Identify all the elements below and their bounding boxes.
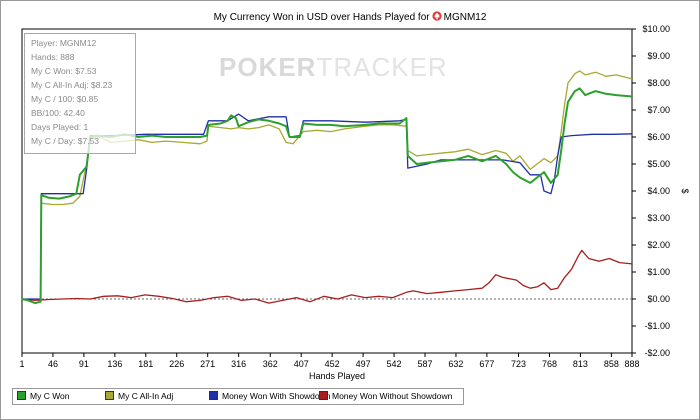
y-tick-label: $9.00 — [647, 51, 670, 61]
x-tick-label: 497 — [356, 359, 371, 369]
legend-swatch — [105, 391, 114, 400]
x-tick-label: 723 — [511, 359, 526, 369]
y-tick-label: $4.00 — [647, 186, 670, 196]
legend-item: My C Won — [17, 391, 70, 401]
legend-label: Money Won Without Showdown — [332, 391, 453, 401]
watermark-tracker: TRACKER — [316, 52, 448, 82]
y-tick-label: $10.00 — [642, 24, 670, 34]
x-tick-label: 271 — [200, 359, 215, 369]
x-tick-label: 542 — [387, 359, 402, 369]
y-tick-label: $6.00 — [647, 132, 670, 142]
chart-legend: My C Won My C All-In Adj Money Won With Sh… — [12, 388, 464, 405]
y-tick-label: $1.00 — [647, 267, 670, 277]
x-tick-label: 768 — [542, 359, 557, 369]
stats-info-box: Player: MGNM12 Hands: 888 My C Won: $7.53 M… — [24, 33, 136, 154]
info-box-line: Player: MGNM12 — [31, 38, 97, 48]
legend-item: Money Won With Showdown — [209, 391, 331, 401]
y-tick-label: $2.00 — [647, 240, 670, 250]
x-tick-label: 407 — [294, 359, 309, 369]
legend-item: My C All-In Adj — [105, 391, 173, 401]
x-tick-label: 888 — [624, 359, 639, 369]
x-tick-label: 677 — [479, 359, 494, 369]
legend-label: Money Won With Showdown — [222, 391, 331, 401]
pokerstars-spade-icon — [432, 11, 442, 21]
chart-title: My Currency Won in USD over Hands Played… — [0, 11, 700, 23]
watermark-poker: POKER — [219, 52, 317, 82]
y-tick-label: -$1.00 — [644, 321, 670, 331]
x-tick-label: 362 — [263, 359, 278, 369]
x-tick-label: 813 — [573, 359, 588, 369]
x-tick-label: 632 — [448, 359, 463, 369]
info-box-line: Days Played: 1 — [31, 122, 89, 132]
x-tick-label: 46 — [48, 359, 58, 369]
legend-label: My C Won — [30, 391, 70, 401]
legend-swatch — [319, 391, 328, 400]
x-tick-label: 316 — [231, 359, 246, 369]
info-box-line: My C All-In Adj: $8.23 — [31, 80, 113, 90]
legend-item: Money Won Without Showdown — [319, 391, 452, 401]
series-line-money-won-without-showdown — [21, 249, 633, 304]
x-tick-label: 1 — [19, 359, 24, 369]
legend-swatch — [209, 391, 218, 400]
chart-title-text: My Currency Won in USD over Hands Played… — [213, 12, 430, 23]
x-tick-label: 91 — [79, 359, 89, 369]
y-tick-label: $8.00 — [647, 78, 670, 88]
y-tick-label: $7.00 — [647, 105, 670, 115]
y-tick-label: $3.00 — [647, 213, 670, 223]
x-tick-label: 452 — [325, 359, 340, 369]
x-tick-label: 587 — [417, 359, 432, 369]
y-axis-label: $ — [680, 188, 690, 193]
info-box-line: My C / Day: $7.53 — [31, 136, 100, 146]
info-box-line: Hands: 888 — [31, 52, 75, 62]
x-tick-label: 181 — [138, 359, 153, 369]
pokertracker-watermark: POKERTRACKER — [219, 52, 448, 83]
y-tick-label: -$2.00 — [644, 348, 670, 358]
x-axis-label: Hands Played — [309, 371, 365, 381]
x-tick-label: 226 — [169, 359, 184, 369]
player-name: MGNM12 — [443, 12, 487, 23]
info-box-line: BB/100: 42.40 — [31, 108, 85, 118]
info-box-line: My C / 100: $0.85 — [31, 94, 99, 104]
x-tick-label: 858 — [604, 359, 619, 369]
y-tick-label: $5.00 — [647, 159, 670, 169]
legend-label: My C All-In Adj — [118, 391, 174, 401]
legend-swatch — [17, 391, 26, 400]
y-tick-label: $0.00 — [647, 294, 670, 304]
x-tick-label: 136 — [107, 359, 122, 369]
info-box-line: My C Won: $7.53 — [31, 66, 97, 76]
